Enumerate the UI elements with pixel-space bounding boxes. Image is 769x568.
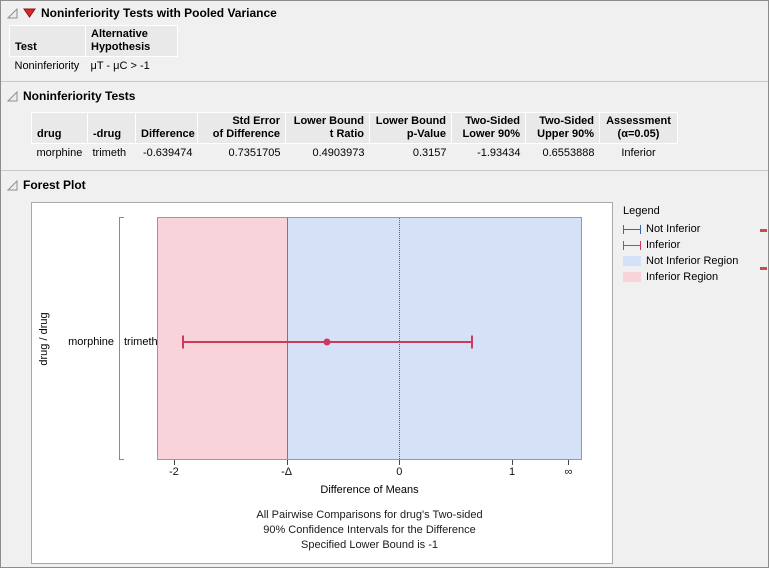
section-forest-plot: Forest Plot drug / drug morphine trimeth: [1, 173, 768, 564]
cell-alternative-hypothesis: μT - μC > -1: [90, 60, 150, 72]
disclosure-triangle-icon[interactable]: [7, 179, 18, 191]
y-label-vs: trimeth: [124, 336, 158, 349]
caption-line: All Pairwise Comparisons for drug's Two-…: [256, 509, 483, 521]
cell-test-name: Noninferiority: [14, 60, 80, 72]
edge-marker: [760, 229, 767, 232]
x-tick-label: 0: [396, 466, 403, 478]
cell-std-error: 0.7351705: [228, 147, 281, 159]
x-tick-mark: [512, 460, 514, 465]
outline-header-forest: Forest Plot: [1, 173, 768, 195]
caption-line: Specified Lower Bound is -1: [301, 539, 438, 551]
legend-item-label: Not Inferior Region: [646, 255, 739, 267]
zero-reference-line: [399, 218, 401, 459]
inferior-region: [158, 218, 288, 459]
y-axis: drug / drug morphine trimeth: [32, 217, 158, 460]
cell-difference: -0.639474: [142, 147, 193, 159]
noninferiority-tests-table: drug -drug Difference Std Error of Diffe…: [31, 112, 678, 162]
cell-lower-90: -1.93434: [477, 147, 521, 159]
col-header-alternative-hypothesis: Alternative Hypothesis: [85, 25, 178, 57]
section-divider: [1, 81, 768, 82]
x-tick-mark: [286, 460, 288, 465]
disclosure-triangle-icon[interactable]: [7, 90, 18, 102]
x-tick-mark: [173, 460, 175, 465]
cell-t-ratio: 0.4903973: [312, 147, 365, 159]
x-tick-label: 1: [509, 466, 516, 478]
not-inferior-region: [287, 218, 581, 459]
section-title-forest: Forest Plot: [23, 178, 86, 192]
plot-region[interactable]: [157, 217, 582, 460]
forest-plot-panel: drug / drug morphine trimeth: [31, 202, 613, 564]
section-title-pooled: Noninferiority Tests with Pooled Varianc…: [41, 6, 277, 20]
ci-point[interactable]: [323, 338, 331, 346]
col-header-test: Test: [9, 25, 86, 57]
cell-drug: morphine: [36, 147, 83, 159]
legend-item[interactable]: Not Inferior: [623, 223, 768, 235]
caption-line: 90% Confidence Intervals for the Differe…: [263, 524, 476, 536]
x-axis-tick-labels: -2 -Δ 0 1 ∞: [157, 466, 582, 481]
x-tick-label: -Δ: [281, 466, 293, 478]
tests-table-row[interactable]: morphine trimeth -0.639474 0.7351705 0.4…: [32, 144, 678, 163]
tests-table-header-row: drug -drug Difference Std Error of Diffe…: [31, 112, 678, 144]
col-header-t-ratio: Lower Bound t Ratio: [285, 112, 370, 144]
x-tick-mark: [568, 460, 570, 465]
col-header-lower-90: Two-Sided Lower 90%: [451, 112, 526, 144]
cell-upper-90: 0.6553888: [542, 147, 595, 159]
red-triangle-menu-icon[interactable]: [23, 8, 36, 18]
col-header-upper-90: Two-Sided Upper 90%: [525, 112, 600, 144]
cell-minus-drug: trimeth: [92, 147, 127, 159]
x-axis-title: Difference of Means: [320, 484, 419, 496]
ci-upper-cap: [470, 335, 473, 349]
section-divider: [1, 170, 768, 171]
col-header-std-error: Std Error of Difference: [197, 112, 286, 144]
ci-lower-cap: [182, 335, 185, 349]
section-pooled-variance: Noninferiority Tests with Pooled Varianc…: [1, 1, 768, 75]
legend-item-label: Not Inferior: [646, 223, 701, 235]
x-tick-label: ∞: [564, 466, 573, 478]
section-noninferiority-tests: Noninferiority Tests drug -drug Differen…: [1, 84, 768, 162]
test-table-row[interactable]: Noninferiority μT - μC > -1: [10, 57, 178, 76]
col-header-assessment: Assessment (α=0.05): [599, 112, 678, 144]
edge-marker: [760, 267, 767, 270]
legend-item[interactable]: Not Inferior Region: [623, 255, 768, 267]
col-header-difference: Difference: [135, 112, 198, 144]
x-tick-label: -2: [169, 466, 179, 478]
x-tick-mark: [399, 460, 401, 465]
not-inferior-region-swatch: [623, 256, 641, 266]
disclosure-triangle-icon[interactable]: [7, 7, 18, 19]
test-table: Test Alternative Hypothesis Noninferiori…: [9, 25, 178, 75]
col-header-minus-drug: -drug: [87, 112, 136, 144]
legend-item-label: Inferior Region: [646, 271, 719, 283]
cell-assessment: Inferior: [621, 147, 656, 159]
legend: Legend Not Inferior Inferior Not Inferior …: [623, 195, 768, 287]
inferior-region-swatch: [623, 272, 641, 282]
section-title-tests: Noninferiority Tests: [23, 89, 136, 103]
outline-header-tests: Noninferiority Tests: [1, 84, 768, 106]
legend-items: Not Inferior Inferior Not Inferior Region I…: [623, 223, 768, 283]
plot-caption: All Pairwise Comparisons for drug's Two-…: [157, 508, 582, 553]
col-header-p-value: Lower Bound p-Value: [369, 112, 452, 144]
test-table-header-row: Test Alternative Hypothesis: [9, 25, 178, 57]
col-header-drug: drug: [31, 112, 88, 144]
outline-header-pooled: Noninferiority Tests with Pooled Varianc…: [1, 1, 768, 23]
y-axis-title: drug / drug: [38, 311, 50, 366]
legend-title: Legend: [623, 205, 660, 217]
noninferiority-bound-line: [287, 218, 289, 459]
legend-item-label: Inferior: [646, 239, 681, 251]
inferior-ci-icon: [623, 240, 641, 250]
legend-item[interactable]: Inferior: [623, 239, 768, 251]
legend-item[interactable]: Inferior Region: [623, 271, 768, 283]
cell-p-value: 0.3157: [412, 147, 447, 159]
not-inferior-ci-icon: [623, 224, 641, 234]
y-label-group: morphine: [68, 336, 114, 349]
y-axis-nest-divider: [119, 217, 125, 460]
x-axis-tick-marks: [157, 460, 582, 466]
